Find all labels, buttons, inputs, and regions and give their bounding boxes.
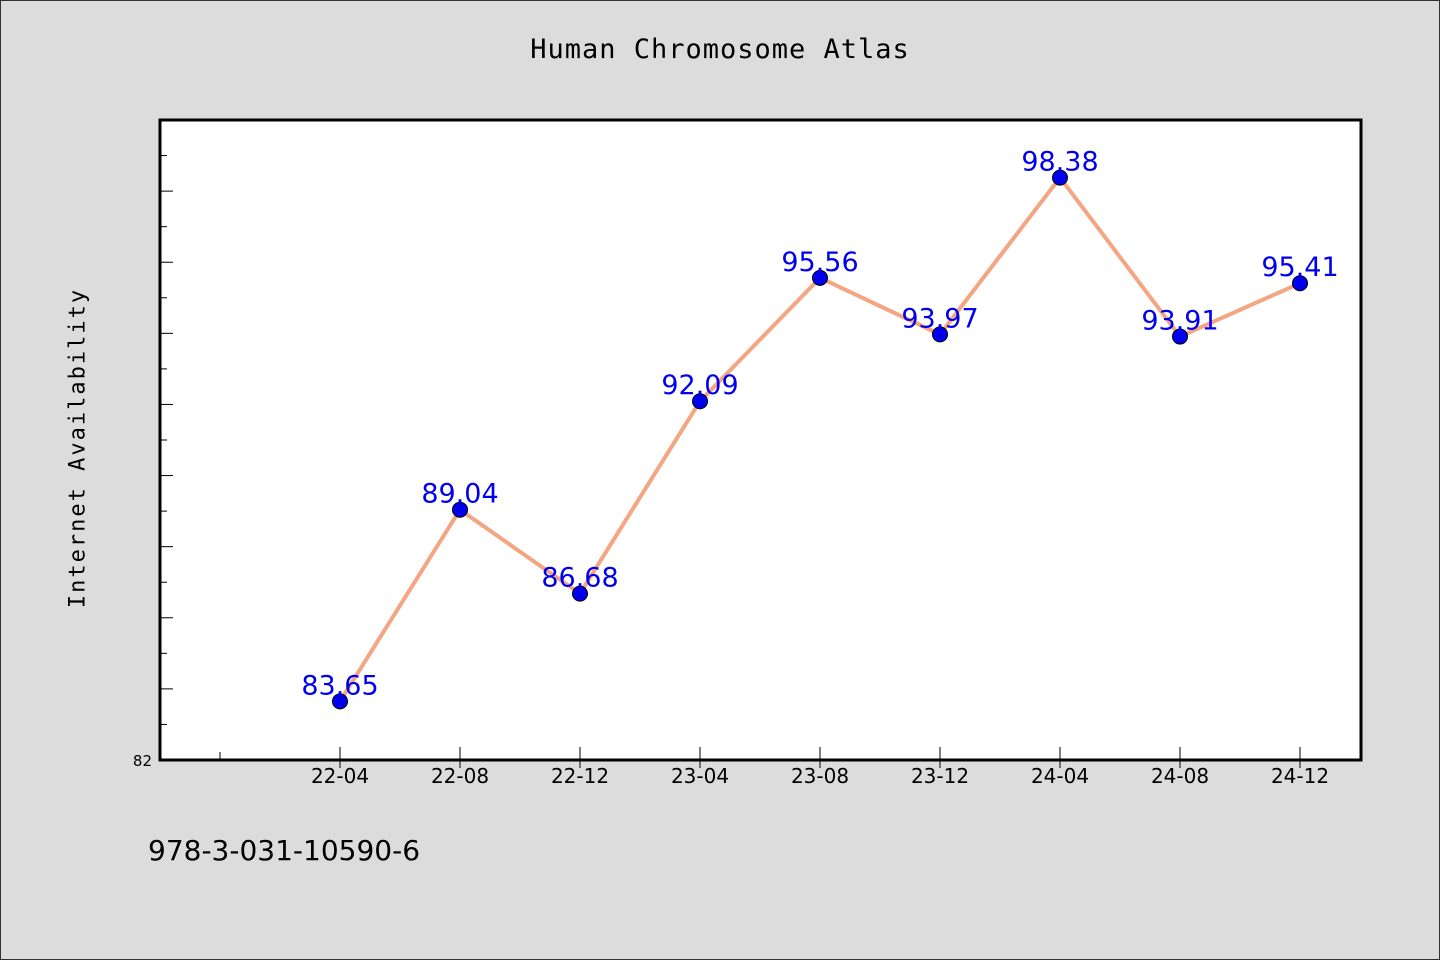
- x-tick-label: 24-08: [1151, 764, 1209, 788]
- plot-background: [158, 118, 1363, 762]
- data-point: [332, 693, 348, 710]
- y-min-label: 82: [133, 752, 152, 770]
- isbn-text: 978-3-031-10590-6: [148, 834, 421, 867]
- data-label: 98.38: [1021, 147, 1098, 178]
- data-point: [692, 393, 708, 410]
- data-label: 93.97: [901, 303, 978, 334]
- data-point: [932, 326, 948, 343]
- x-tick-label: 23-04: [671, 764, 729, 788]
- x-tick-label: 24-04: [1031, 764, 1089, 788]
- x-ticks: 22-04 22-08 22-12 23-04 23-08 23-12 24-04 24-08…: [219, 747, 1329, 788]
- data-point: [1172, 328, 1188, 345]
- chart-title: Human Chromosome Atlas: [530, 34, 910, 65]
- data-point: [812, 269, 828, 286]
- data-point: [1052, 169, 1068, 186]
- data-label: 92.09: [661, 370, 738, 401]
- data-labels: 83.65 89.04 86.68 92.09 95.56 93.97 98.38 93.91…: [301, 147, 1338, 702]
- data-label: 86.68: [541, 563, 618, 594]
- x-tick-label: 23-12: [911, 764, 969, 788]
- data-point: [572, 585, 588, 602]
- y-ticks: [160, 155, 173, 725]
- data-label: 89.04: [421, 479, 498, 510]
- data-point: [1292, 275, 1308, 292]
- markers: [332, 169, 1308, 710]
- data-label: 95.56: [781, 247, 858, 278]
- x-tick-label: 24-12: [1271, 764, 1329, 788]
- data-label: 93.91: [1141, 306, 1218, 337]
- data-label: 83.65: [301, 670, 378, 701]
- x-tick-label: 23-08: [791, 764, 849, 788]
- data-point: [452, 501, 468, 518]
- data-label: 95.41: [1261, 252, 1338, 283]
- x-tick-label: 22-08: [431, 764, 489, 788]
- x-tick-label: 22-12: [551, 764, 609, 788]
- x-tick-label: 22-04: [311, 764, 369, 788]
